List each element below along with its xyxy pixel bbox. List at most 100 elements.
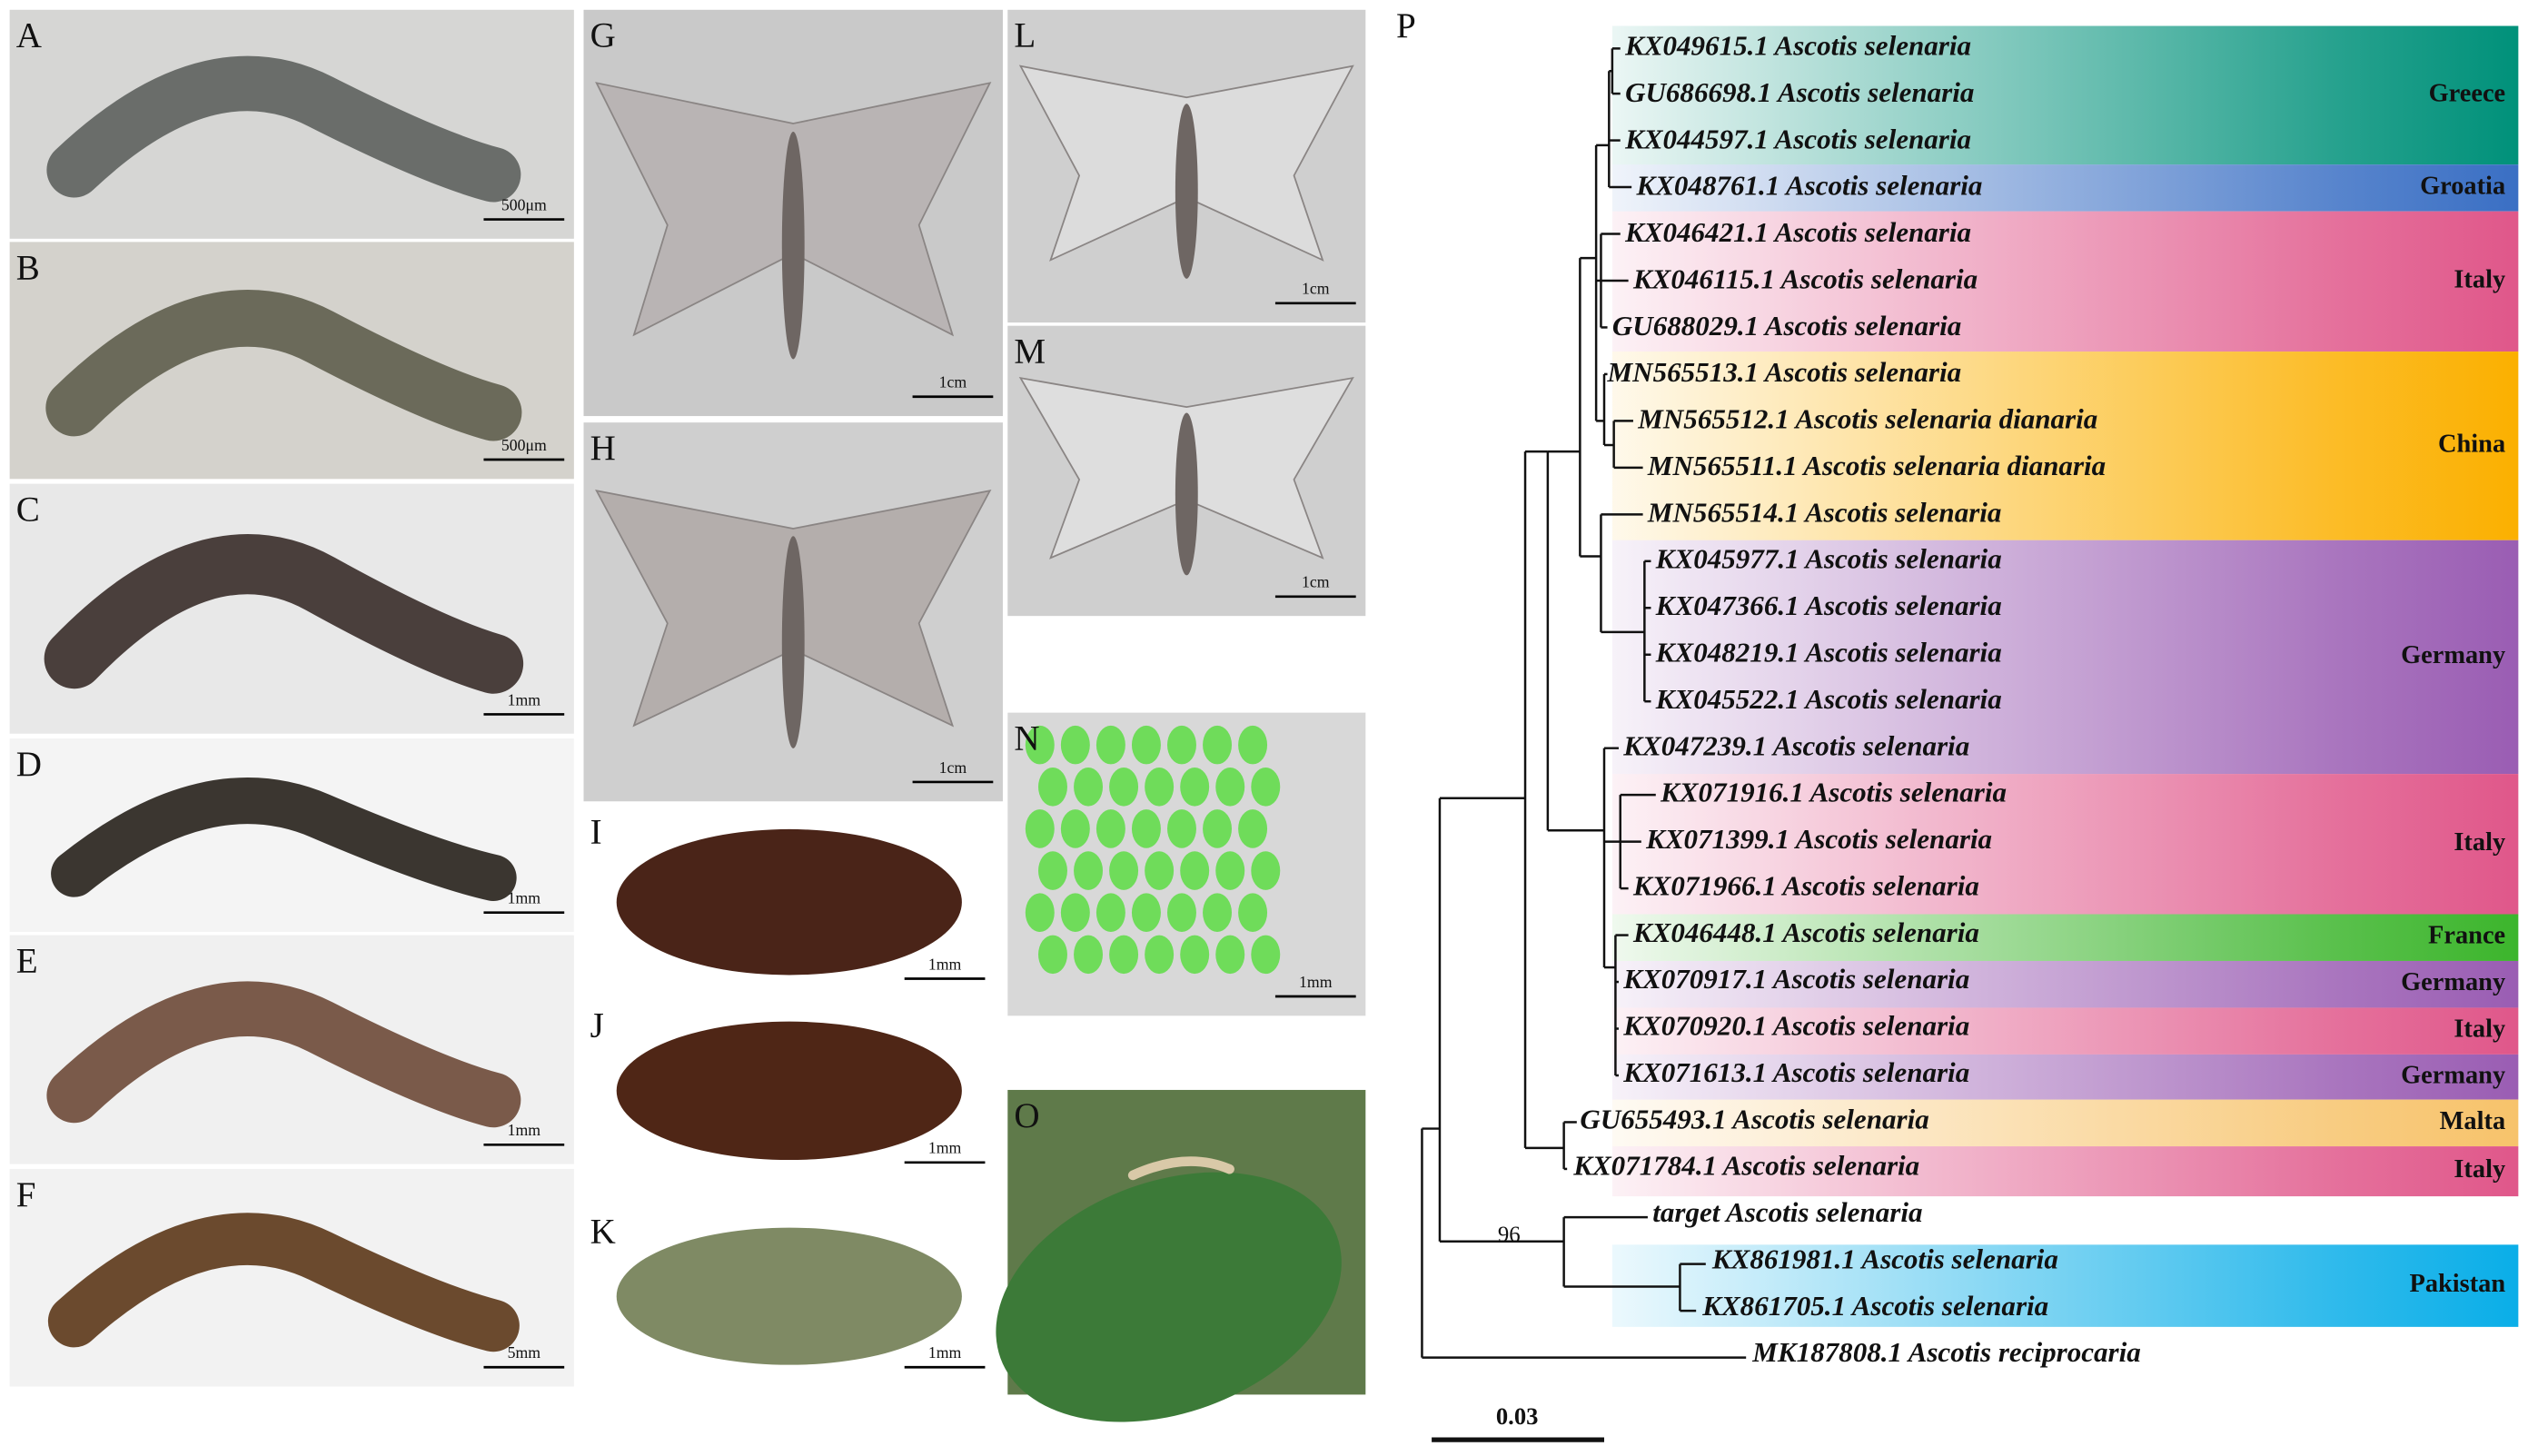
- panel-label: E: [16, 941, 38, 980]
- leaf-label: MN565513.1 Ascotis selenaria: [1607, 356, 1962, 388]
- egg: [1095, 893, 1125, 933]
- region-label: Italy: [2454, 1015, 2505, 1044]
- egg: [1251, 935, 1281, 975]
- scale-label: 1mm: [508, 1121, 541, 1139]
- region-band: [1611, 1099, 2519, 1147]
- panel-label: B: [16, 248, 40, 287]
- egg: [1145, 767, 1175, 807]
- leaf-label: GU686698.1 Ascotis selenaria: [1625, 76, 1974, 108]
- photo-panel: E 1mm: [9, 935, 574, 1164]
- leaf-label: KX047239.1 Ascotis selenaria: [1622, 729, 1969, 761]
- region-band: [1611, 164, 2519, 212]
- leaf-label: KX070920.1 Ascotis selenaria: [1622, 1010, 1969, 1042]
- photo-panel: H 1cm: [583, 422, 1003, 802]
- egg: [1180, 767, 1210, 807]
- leaf-label: KX048761.1 Ascotis selenaria: [1635, 170, 1982, 202]
- caterpillar: [46, 55, 521, 203]
- scale-label: 1mm: [928, 1139, 962, 1157]
- photo-panel: K 1mm: [583, 1205, 996, 1387]
- photo-panels: A 500μm B 500μm C 1mm D 1mm E 1mm F 5mm G 1cm H 1cm I 1mm…: [9, 9, 1366, 1422]
- egg: [1238, 809, 1268, 848]
- scale-label: 500μm: [501, 436, 547, 454]
- panel-label: G: [590, 16, 616, 55]
- panel-label: I: [590, 812, 602, 851]
- scale-label: 1cm: [939, 758, 967, 777]
- moth-body: [1175, 412, 1198, 576]
- leaf-label: KX045977.1 Ascotis selenaria: [1655, 543, 2002, 575]
- region-label: France: [2428, 922, 2505, 950]
- scale-label: 1mm: [508, 690, 541, 708]
- panel-label: H: [590, 429, 616, 468]
- leaf-label: KX071916.1 Ascotis selenaria: [1660, 777, 2007, 808]
- egg: [1060, 809, 1090, 848]
- tree-branches: [1421, 47, 1747, 1442]
- egg: [1251, 767, 1281, 807]
- egg: [1238, 893, 1268, 933]
- caterpillar: [47, 1213, 520, 1352]
- photo-panel: M 1cm: [1007, 325, 1366, 617]
- egg: [1095, 809, 1125, 848]
- egg: [1095, 725, 1125, 765]
- larva: [1127, 1156, 1234, 1181]
- region-label: Italy: [2454, 1155, 2505, 1184]
- leaf-label: KX046448.1 Ascotis selenaria: [1632, 916, 1979, 948]
- caterpillar: [44, 534, 524, 694]
- egg: [1038, 935, 1067, 975]
- leaf-label: KX070917.1 Ascotis selenaria: [1622, 963, 1969, 995]
- photo-panel: A 500μm: [9, 9, 574, 239]
- region-band: [1611, 1054, 2519, 1100]
- panel-label: D: [16, 745, 42, 784]
- region-band: [1611, 1007, 2519, 1055]
- scale-label: 1mm: [928, 1343, 962, 1362]
- leaf-label: target Ascotis selenaria: [1652, 1196, 1922, 1228]
- panel-label: O: [1014, 1096, 1039, 1135]
- egg: [1145, 851, 1175, 890]
- egg: [1180, 935, 1210, 975]
- egg: [1215, 851, 1245, 890]
- egg: [1025, 893, 1055, 933]
- photo-panel: O: [996, 1089, 1366, 1422]
- leaf-label: MN565514.1 Ascotis selenaria: [1647, 496, 2002, 528]
- scale-label: 500μm: [501, 195, 547, 213]
- caterpillar: [45, 290, 522, 441]
- leaf-label: GU688029.1 Ascotis selenaria: [1612, 310, 1961, 342]
- photo-panel: J 1mm: [583, 999, 996, 1183]
- phylogenetic-tree: Greece Groatia Italy China Germany Italy Franc…: [1396, 6, 2519, 1442]
- caterpillar: [51, 778, 517, 901]
- bootstrap-value: 96: [1498, 1223, 1521, 1247]
- scale-bar-label: 0.03: [1496, 1402, 1539, 1430]
- region-band: [1611, 211, 2519, 352]
- egg: [1038, 851, 1067, 890]
- region-band: [1611, 960, 2519, 1008]
- region-band: [1611, 774, 2519, 915]
- region-band: [1611, 540, 2519, 775]
- scale-label: 1cm: [1302, 573, 1330, 591]
- leaf-label: KX046115.1 Ascotis selenaria: [1632, 262, 1978, 294]
- egg: [1238, 725, 1268, 765]
- region-band: [1611, 914, 2519, 961]
- egg: [1074, 851, 1104, 890]
- egg: [1038, 767, 1067, 807]
- egg: [1109, 935, 1139, 975]
- moth-body: [1175, 104, 1198, 279]
- panel-label: C: [16, 490, 40, 530]
- moth-body: [781, 131, 805, 360]
- leaf-label: MK187808.1 Ascotis reciprocaria: [1751, 1336, 2140, 1368]
- egg: [1131, 809, 1161, 848]
- region-label: Germany: [2401, 968, 2505, 996]
- egg: [1109, 851, 1139, 890]
- region-label: China: [2438, 430, 2505, 458]
- region-label: Greece: [2429, 79, 2506, 107]
- egg: [1074, 935, 1104, 975]
- leaf-label: KX045522.1 Ascotis selenaria: [1655, 683, 2002, 715]
- egg: [1203, 893, 1233, 933]
- region-bands: Greece Groatia Italy China Germany Italy Franc…: [1611, 25, 2519, 1327]
- pupa: [616, 1227, 962, 1365]
- egg: [1167, 725, 1196, 765]
- egg: [1251, 851, 1281, 890]
- photo-panel: L 1cm: [1007, 9, 1366, 323]
- leaf-label: KX044597.1 Ascotis selenaria: [1624, 123, 1971, 154]
- moth-body: [781, 536, 805, 748]
- region-label: Italy: [2454, 265, 2505, 293]
